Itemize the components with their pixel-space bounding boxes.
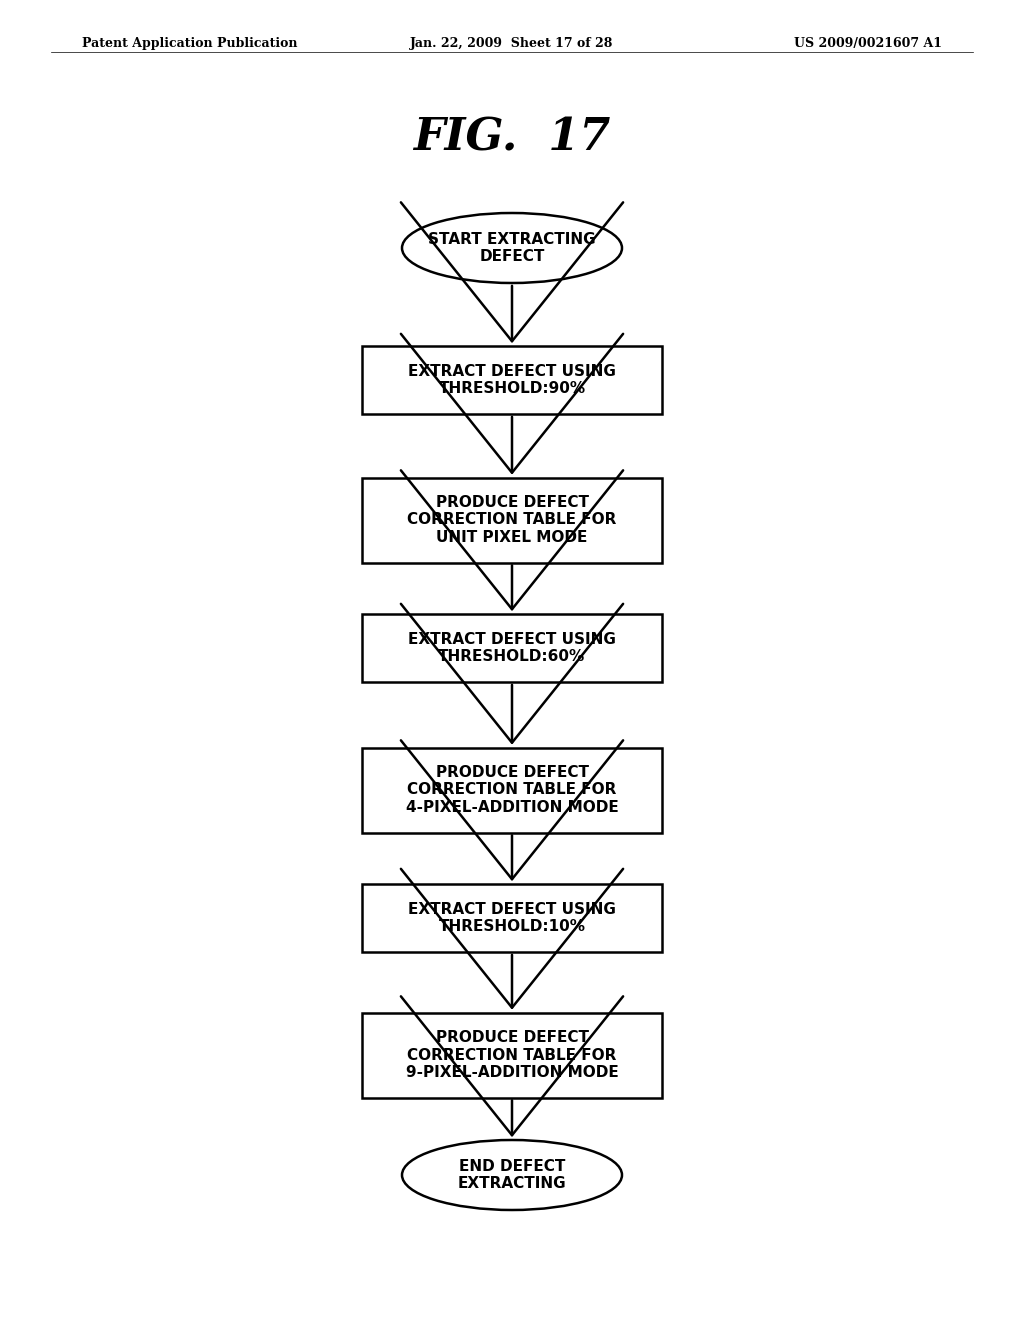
Text: EXTRACT DEFECT USING
THRESHOLD:90%: EXTRACT DEFECT USING THRESHOLD:90% (408, 364, 616, 396)
FancyBboxPatch shape (362, 1012, 662, 1097)
Text: PRODUCE DEFECT
CORRECTION TABLE FOR
4-PIXEL-ADDITION MODE: PRODUCE DEFECT CORRECTION TABLE FOR 4-PI… (406, 766, 618, 814)
Text: Jan. 22, 2009  Sheet 17 of 28: Jan. 22, 2009 Sheet 17 of 28 (411, 37, 613, 50)
Text: PRODUCE DEFECT
CORRECTION TABLE FOR
UNIT PIXEL MODE: PRODUCE DEFECT CORRECTION TABLE FOR UNIT… (408, 495, 616, 545)
Ellipse shape (402, 213, 622, 282)
Text: END DEFECT
EXTRACTING: END DEFECT EXTRACTING (458, 1159, 566, 1191)
Text: Patent Application Publication: Patent Application Publication (82, 37, 297, 50)
Text: EXTRACT DEFECT USING
THRESHOLD:60%: EXTRACT DEFECT USING THRESHOLD:60% (408, 632, 616, 664)
FancyBboxPatch shape (362, 614, 662, 682)
Text: FIG.  17: FIG. 17 (414, 116, 610, 160)
Text: START EXTRACTING
DEFECT: START EXTRACTING DEFECT (428, 232, 596, 264)
Text: US 2009/0021607 A1: US 2009/0021607 A1 (794, 37, 942, 50)
FancyBboxPatch shape (362, 747, 662, 833)
Text: PRODUCE DEFECT
CORRECTION TABLE FOR
9-PIXEL-ADDITION MODE: PRODUCE DEFECT CORRECTION TABLE FOR 9-PI… (406, 1030, 618, 1080)
FancyBboxPatch shape (362, 478, 662, 562)
FancyBboxPatch shape (362, 346, 662, 414)
Text: EXTRACT DEFECT USING
THRESHOLD:10%: EXTRACT DEFECT USING THRESHOLD:10% (408, 902, 616, 935)
FancyBboxPatch shape (362, 884, 662, 952)
Ellipse shape (402, 1140, 622, 1210)
